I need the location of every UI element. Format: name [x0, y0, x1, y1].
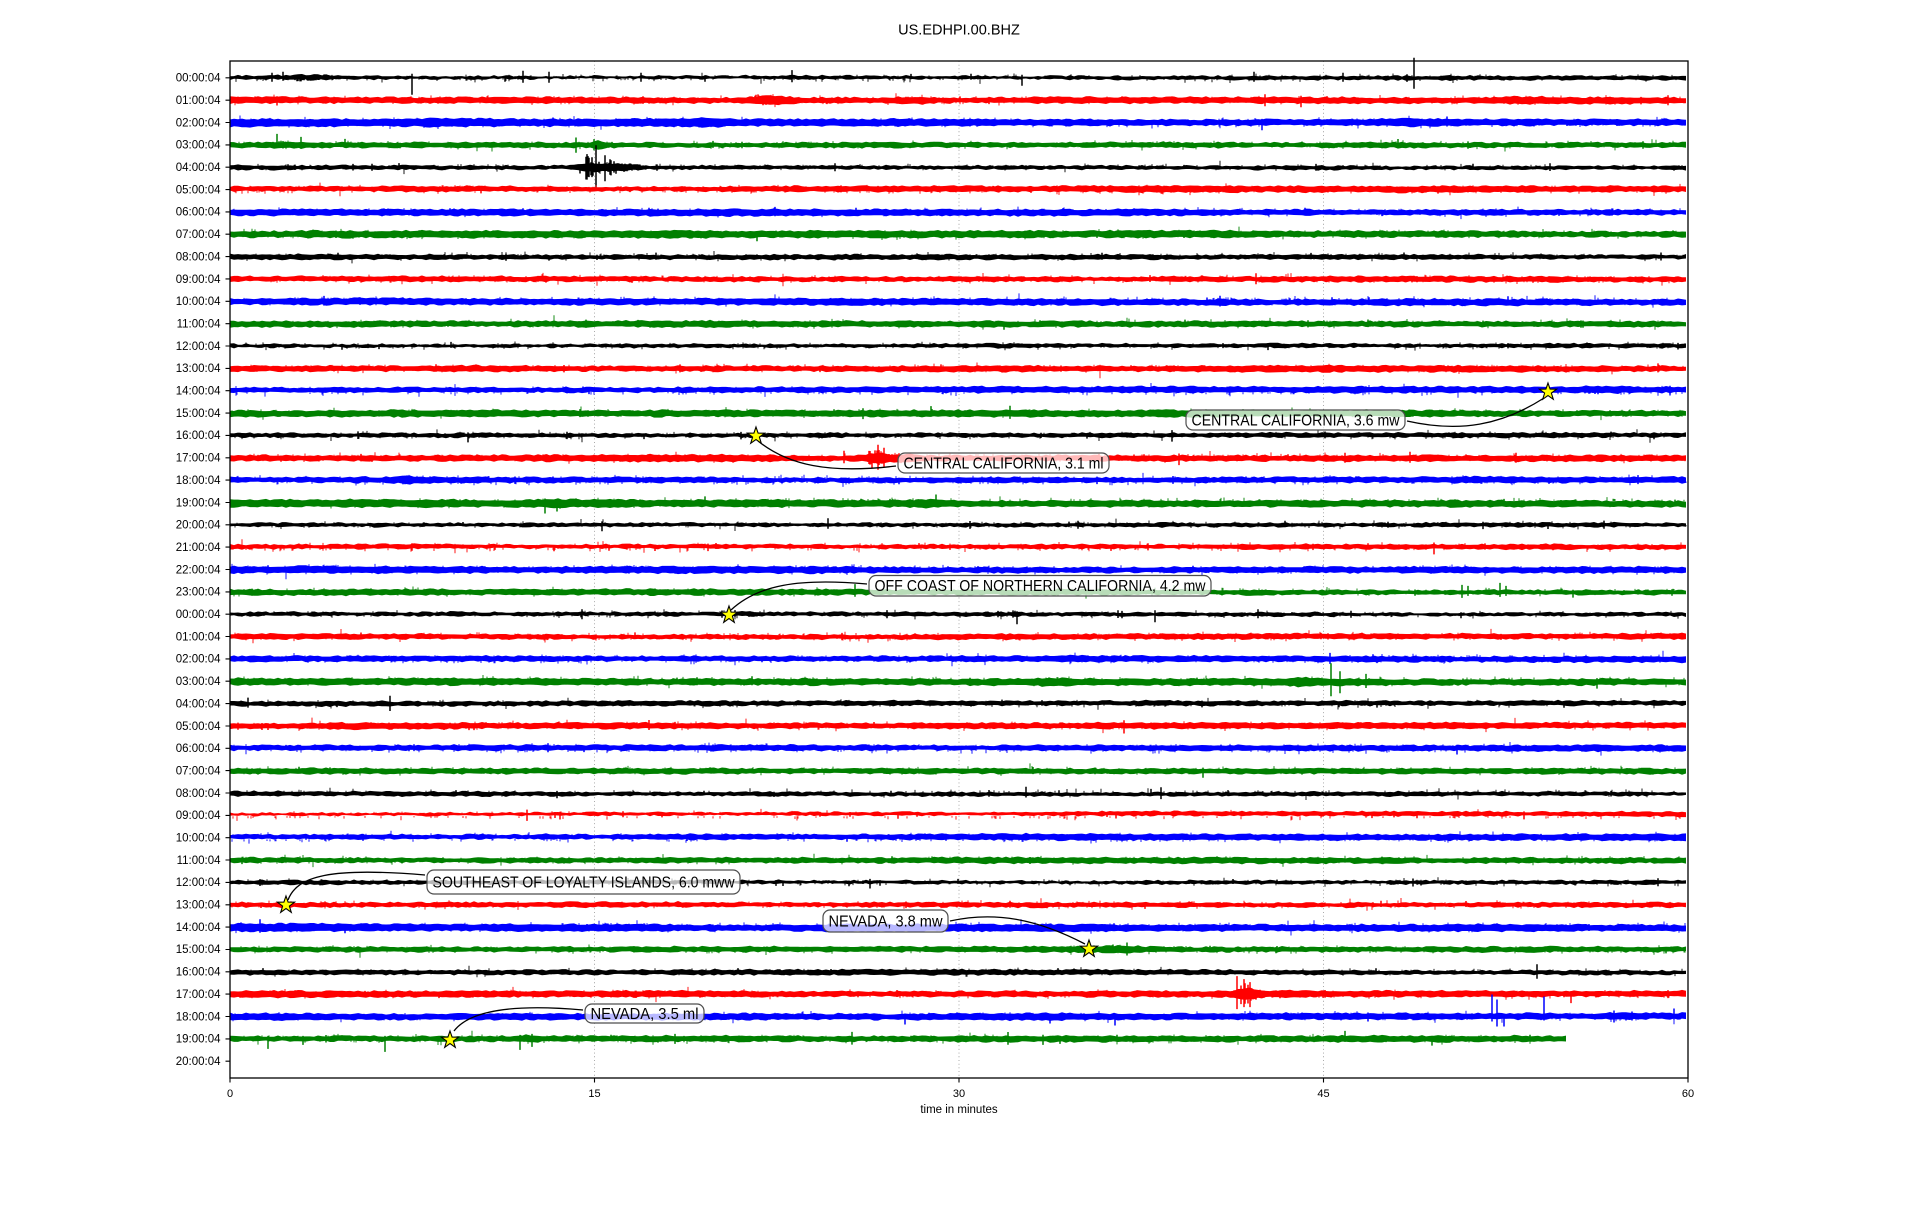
svg-text:10:00:04: 10:00:04 — [176, 833, 221, 845]
svg-text:11:00:04: 11:00:04 — [177, 855, 222, 867]
svg-text:SOUTHEAST OF LOYALTY ISLANDS,: SOUTHEAST OF LOYALTY ISLANDS, 6.0 mww — [433, 874, 736, 891]
svg-text:01:00:04: 01:00:04 — [176, 631, 221, 643]
svg-text:15:00:04: 15:00:04 — [176, 408, 221, 420]
svg-text:17:00:04: 17:00:04 — [176, 453, 221, 465]
svg-text:23:00:04: 23:00:04 — [176, 587, 221, 599]
svg-text:18:00:04: 18:00:04 — [176, 475, 221, 487]
svg-text:09:00:04: 09:00:04 — [176, 274, 221, 286]
svg-text:05:00:04: 05:00:04 — [176, 184, 221, 196]
svg-text:OFF COAST OF NORTHERN CALIFORN: OFF COAST OF NORTHERN CALIFORNIA, 4.2 mw — [875, 578, 1207, 595]
svg-text:02:00:04: 02:00:04 — [176, 654, 221, 666]
svg-text:15: 15 — [588, 1088, 600, 1100]
svg-text:18:00:04: 18:00:04 — [176, 1011, 221, 1023]
svg-text:20:00:04: 20:00:04 — [176, 520, 221, 532]
svg-text:14:00:04: 14:00:04 — [176, 386, 221, 398]
svg-text:CENTRAL CALIFORNIA, 3.1 ml: CENTRAL CALIFORNIA, 3.1 ml — [904, 455, 1104, 472]
svg-text:16:00:04: 16:00:04 — [176, 967, 221, 979]
svg-text:02:00:04: 02:00:04 — [176, 117, 221, 129]
svg-text:10:00:04: 10:00:04 — [176, 296, 221, 308]
svg-text:30: 30 — [953, 1088, 965, 1100]
svg-text:03:00:04: 03:00:04 — [176, 676, 221, 688]
svg-text:08:00:04: 08:00:04 — [176, 788, 221, 800]
svg-text:04:00:04: 04:00:04 — [176, 698, 221, 710]
svg-text:14:00:04: 14:00:04 — [176, 922, 221, 934]
svg-text:00:00:04: 00:00:04 — [176, 73, 221, 85]
svg-text:NEVADA, 3.8 mw: NEVADA, 3.8 mw — [829, 913, 944, 930]
svg-text:12:00:04: 12:00:04 — [176, 877, 221, 889]
svg-text:13:00:04: 13:00:04 — [176, 363, 221, 375]
svg-text:08:00:04: 08:00:04 — [176, 251, 221, 263]
svg-text:time in minutes: time in minutes — [920, 1104, 998, 1116]
svg-text:06:00:04: 06:00:04 — [176, 743, 221, 755]
svg-text:11:00:04: 11:00:04 — [177, 319, 222, 331]
svg-text:CENTRAL CALIFORNIA, 3.6 mw: CENTRAL CALIFORNIA, 3.6 mw — [1192, 412, 1401, 429]
svg-text:16:00:04: 16:00:04 — [176, 430, 221, 442]
svg-text:07:00:04: 07:00:04 — [176, 765, 221, 777]
svg-text:20:00:04: 20:00:04 — [176, 1056, 221, 1068]
svg-text:01:00:04: 01:00:04 — [176, 95, 221, 107]
svg-text:19:00:04: 19:00:04 — [176, 497, 221, 509]
svg-text:19:00:04: 19:00:04 — [176, 1034, 221, 1046]
svg-text:NEVADA, 3.5 ml: NEVADA, 3.5 ml — [591, 1006, 699, 1023]
svg-text:15:00:04: 15:00:04 — [176, 944, 221, 956]
svg-text:17:00:04: 17:00:04 — [176, 989, 221, 1001]
svg-text:13:00:04: 13:00:04 — [176, 900, 221, 912]
svg-text:09:00:04: 09:00:04 — [176, 810, 221, 822]
svg-text:0: 0 — [227, 1088, 233, 1100]
svg-text:00:00:04: 00:00:04 — [176, 609, 221, 621]
svg-text:04:00:04: 04:00:04 — [176, 162, 221, 174]
svg-text:03:00:04: 03:00:04 — [176, 140, 221, 152]
svg-text:60: 60 — [1682, 1088, 1694, 1100]
svg-text:06:00:04: 06:00:04 — [176, 207, 221, 219]
svg-text:05:00:04: 05:00:04 — [176, 721, 221, 733]
svg-text:07:00:04: 07:00:04 — [176, 229, 221, 241]
svg-text:21:00:04: 21:00:04 — [176, 542, 221, 554]
svg-text:12:00:04: 12:00:04 — [176, 341, 221, 353]
svg-text:US.EDHPI.00.BHZ: US.EDHPI.00.BHZ — [898, 23, 1020, 39]
svg-text:22:00:04: 22:00:04 — [176, 564, 221, 576]
svg-text:45: 45 — [1317, 1088, 1329, 1100]
